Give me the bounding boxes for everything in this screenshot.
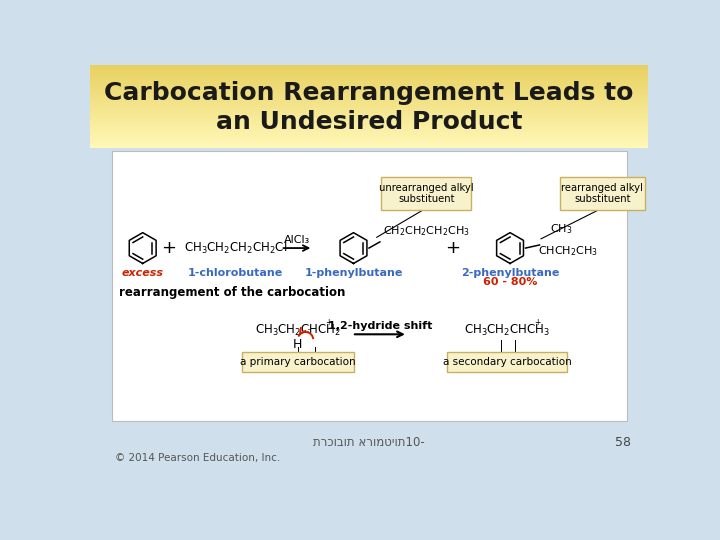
Text: AlCl₃: AlCl₃ [284,235,310,245]
Text: 1-phenylbutane: 1-phenylbutane [305,268,402,278]
Text: Carbocation Rearrangement Leads to: Carbocation Rearrangement Leads to [104,80,634,105]
Text: H: H [293,338,302,351]
Text: a primary carbocation: a primary carbocation [240,357,356,367]
Text: rearrangement of the carbocation: rearrangement of the carbocation [120,286,346,299]
Text: CH$_3$CH$_2$CH$_2$CH$_2$Cl: CH$_3$CH$_2$CH$_2$CH$_2$Cl [184,240,287,256]
Text: $^+$: $^+$ [324,318,333,328]
Text: 2-phenylbutane: 2-phenylbutane [461,268,559,278]
Text: +: + [445,239,460,257]
FancyBboxPatch shape [447,352,567,372]
Text: CH$_3$: CH$_3$ [550,222,573,237]
Text: 1-chlorobutane: 1-chlorobutane [188,268,284,278]
Text: תרכובות ארומטיות10-: תרכובות ארומטיות10- [313,436,425,449]
FancyBboxPatch shape [559,177,645,210]
Text: an Undesired Product: an Undesired Product [216,110,522,134]
Text: +: + [161,239,176,257]
Text: a secondary carbocation: a secondary carbocation [443,357,572,367]
Text: © 2014 Pearson Education, Inc.: © 2014 Pearson Education, Inc. [114,453,280,462]
Text: CH$_2$CH$_2$CH$_2$CH$_3$: CH$_2$CH$_2$CH$_2$CH$_3$ [383,224,470,238]
Text: CH$_3$CH$_2$CHCH$_3$: CH$_3$CH$_2$CHCH$_3$ [464,323,550,338]
FancyBboxPatch shape [242,352,354,372]
Text: 60 - 80%: 60 - 80% [483,277,537,287]
FancyBboxPatch shape [382,177,472,210]
Text: $^+$: $^+$ [533,318,541,328]
Text: 1,2-hydride shift: 1,2-hydride shift [328,321,432,331]
Text: 58: 58 [615,436,631,449]
Text: CH$_3$CH$_2$C$\mathregular{\dot{}}$HCH$_2$: CH$_3$CH$_2$C$\mathregular{\dot{}}$HCH$_… [255,323,341,338]
Text: unrearranged alkyl
substituent: unrearranged alkyl substituent [379,183,474,204]
FancyBboxPatch shape [112,151,627,421]
Text: excess: excess [122,268,163,278]
Text: rearranged alkyl
substituent: rearranged alkyl substituent [562,183,643,204]
Text: CHCH$_2$CH$_3$: CHCH$_2$CH$_3$ [538,244,598,258]
